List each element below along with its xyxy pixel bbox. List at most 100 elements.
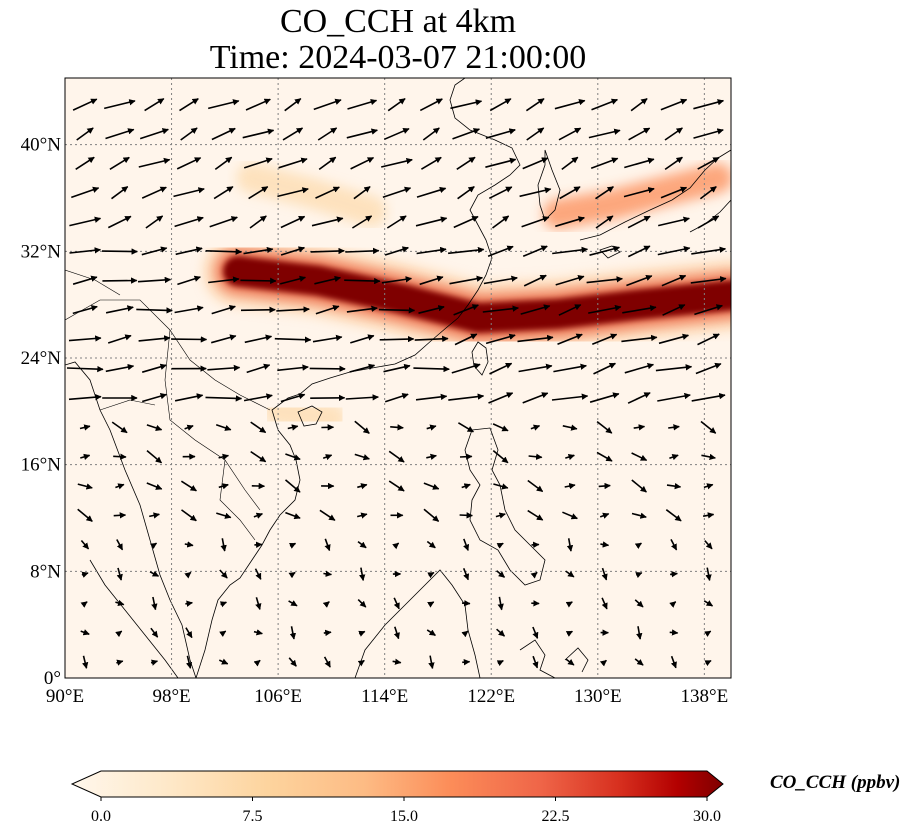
wind-vector xyxy=(111,185,129,200)
wind-vector xyxy=(668,424,680,431)
wind-vector xyxy=(220,538,227,552)
wind-vector xyxy=(702,512,715,519)
wind-vector xyxy=(150,627,159,638)
wind-vector xyxy=(378,307,416,314)
wind-vector xyxy=(82,655,89,669)
wind-vector xyxy=(631,452,648,462)
wind-vector xyxy=(426,540,436,549)
wind-vector xyxy=(248,186,269,200)
wind-vector xyxy=(599,512,610,519)
wind-vector xyxy=(323,570,333,577)
wind-vector xyxy=(69,216,102,227)
wind-vector xyxy=(216,512,232,519)
wind-vector xyxy=(662,304,686,316)
wind-vector xyxy=(527,479,544,493)
wind-vector xyxy=(218,453,230,460)
wind-vector xyxy=(315,305,340,315)
wind-vector xyxy=(496,628,506,637)
map-background xyxy=(65,78,731,678)
wind-vector xyxy=(392,658,402,665)
wind-vector xyxy=(520,304,551,315)
wind-vector xyxy=(312,334,343,343)
wind-vector xyxy=(448,246,485,255)
wind-vector xyxy=(80,629,90,636)
wind-vector xyxy=(346,128,378,139)
wind-vector xyxy=(595,215,614,229)
wind-vector xyxy=(280,393,306,403)
wind-vector xyxy=(72,275,98,285)
wind-vector xyxy=(456,156,476,170)
wind-vector xyxy=(382,186,412,199)
wind-vector xyxy=(525,98,545,112)
wind-vector xyxy=(250,450,267,463)
wind-vector xyxy=(703,600,714,607)
wind-vector xyxy=(250,421,267,434)
wind-vector xyxy=(488,392,514,404)
wind-vector xyxy=(141,246,168,256)
wind-vector xyxy=(457,185,475,200)
wind-vector xyxy=(351,215,373,229)
wind-vector xyxy=(354,420,370,435)
wind-vector xyxy=(104,99,136,110)
wind-vector xyxy=(80,453,91,460)
wind-vector xyxy=(392,542,400,550)
wind-vector xyxy=(670,571,678,578)
wind-vector xyxy=(703,483,714,490)
wind-vector xyxy=(492,215,510,229)
wind-vector xyxy=(693,99,725,110)
wind-vector xyxy=(557,333,583,346)
x-tick-label: 122°E xyxy=(467,686,515,707)
wind-vector xyxy=(586,276,623,284)
wind-vector xyxy=(310,247,345,255)
wind-vector xyxy=(423,482,440,490)
wind-vector xyxy=(691,246,727,255)
wind-vector xyxy=(141,363,167,373)
wind-vector xyxy=(487,245,514,257)
wind-vector xyxy=(177,275,201,286)
wind-vector xyxy=(357,483,368,490)
wind-vector xyxy=(519,187,552,198)
wind-vector xyxy=(115,599,125,607)
wind-vector xyxy=(288,571,296,579)
wind-vector xyxy=(243,157,273,169)
wind-vector xyxy=(559,186,581,200)
wind-vector xyxy=(386,215,407,229)
wind-vector xyxy=(489,362,513,375)
wind-vector xyxy=(141,186,167,199)
wind-vector xyxy=(358,630,366,637)
wind-vector xyxy=(145,215,164,229)
wind-vector xyxy=(627,392,651,404)
wind-vector xyxy=(485,128,516,139)
x-tick-label: 106°E xyxy=(254,686,302,707)
chart-title: CO_CCH at 4km xyxy=(279,3,517,40)
wind-vector xyxy=(670,539,678,551)
wind-vector xyxy=(309,365,346,373)
wind-vector xyxy=(75,156,95,170)
wind-vector xyxy=(558,304,582,316)
wind-vector xyxy=(521,216,550,228)
wind-vector xyxy=(566,538,574,552)
wind-vector xyxy=(349,363,376,373)
wind-vector xyxy=(528,453,543,460)
graticule xyxy=(65,78,731,678)
wind-vector xyxy=(146,449,163,464)
wind-vector xyxy=(284,97,302,112)
wind-vector xyxy=(426,453,437,460)
wind-vector xyxy=(628,127,651,141)
wind-vector xyxy=(181,509,197,522)
wind-vector xyxy=(589,245,621,256)
colorbar-label: CO_CCH (ppbv) xyxy=(770,772,900,793)
y-tick-label: 32°N xyxy=(21,241,62,262)
wind-vector xyxy=(151,596,158,611)
wind-vectors xyxy=(66,97,727,670)
wind-vector xyxy=(149,570,160,577)
wind-vector xyxy=(700,420,717,434)
wind-vector xyxy=(137,276,172,284)
wind-vector xyxy=(357,512,368,519)
wind-vector xyxy=(416,246,447,255)
wind-vector xyxy=(111,421,128,434)
wind-vector xyxy=(184,571,192,579)
wind-vector xyxy=(149,512,160,519)
wind-vector xyxy=(670,655,677,669)
wind-vector xyxy=(146,482,163,490)
